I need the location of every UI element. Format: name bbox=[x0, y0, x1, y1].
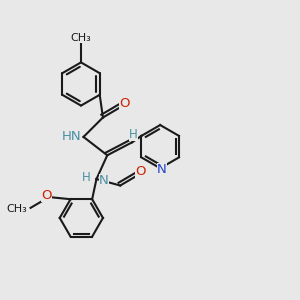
Text: N: N bbox=[99, 174, 109, 187]
Text: O: O bbox=[135, 165, 145, 178]
Text: CH₃: CH₃ bbox=[70, 33, 92, 43]
Text: O: O bbox=[41, 189, 52, 203]
Text: N: N bbox=[157, 163, 166, 176]
Text: H: H bbox=[129, 128, 138, 141]
Text: CH₃: CH₃ bbox=[7, 204, 28, 214]
Text: O: O bbox=[119, 97, 130, 110]
Text: HN: HN bbox=[61, 130, 81, 143]
Text: H: H bbox=[82, 171, 91, 184]
